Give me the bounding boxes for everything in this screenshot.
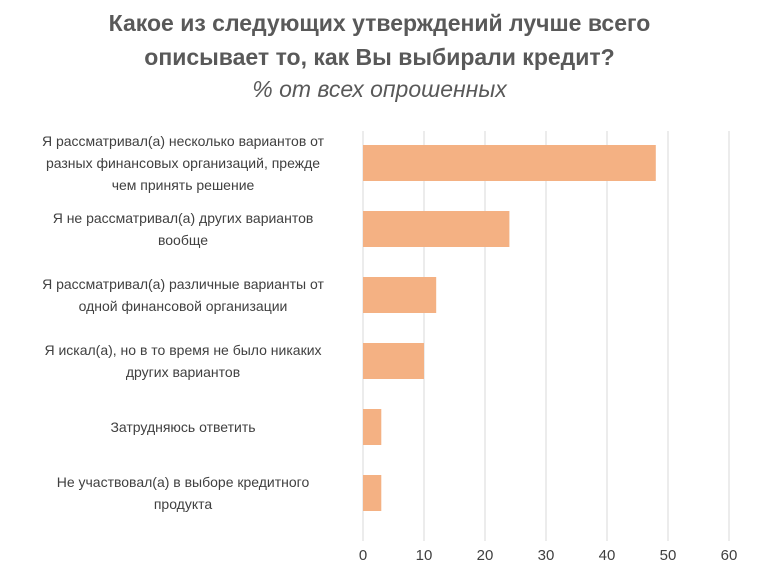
category-label-line: Не участвовал(а) в выборе кредитного (57, 474, 310, 490)
bar-2 (363, 277, 437, 313)
chart-subtitle: % от всех опрошенных (252, 76, 507, 102)
category-label-line: чем принять решение (112, 177, 255, 193)
x-tick-labels: 0 10 20 30 40 50 60 (359, 547, 738, 564)
category-label-line: Затрудняюсь ответить (110, 419, 255, 435)
category-label-line: других вариантов (126, 364, 240, 380)
bar-5 (363, 475, 382, 511)
chart-title-line-2: описывает то, как Вы выбирали кредит? (144, 44, 615, 70)
category-label-line: продукта (154, 496, 213, 512)
category-label-0: Я рассматривал(а) несколько вариантов от… (42, 133, 325, 193)
category-label-line: одной финансовой организации (79, 298, 288, 314)
category-label-3: Я искал(а), но в то время не было никаки… (44, 342, 321, 380)
x-tick-label: 10 (416, 547, 433, 564)
category-label-5: Не участвовал(а) в выборе кредитного прод… (57, 474, 310, 512)
category-label-1: Я не рассматривал(а) других вариантов воо… (53, 210, 314, 248)
category-label-line: Я рассматривал(а) несколько вариантов от (42, 133, 325, 149)
category-label-2: Я рассматривал(а) различные варианты от о… (42, 276, 324, 314)
category-label-line: Я не рассматривал(а) других вариантов (53, 210, 314, 226)
category-label-4: Затрудняюсь ответить (110, 419, 255, 435)
chart-title: Какое из следующих утверждений лучше все… (0, 6, 759, 74)
bar-3 (363, 343, 424, 379)
bar-1 (363, 211, 510, 247)
x-tick-label: 20 (477, 547, 494, 564)
bar-4 (363, 409, 382, 445)
x-tick-label: 30 (538, 547, 555, 564)
category-label-line: вообще (158, 232, 208, 248)
bars (363, 145, 656, 511)
x-tick-label: 40 (599, 547, 616, 564)
x-tick-label: 0 (359, 547, 367, 564)
chart-title-line-1: Какое из следующих утверждений лучше все… (108, 10, 651, 36)
x-tick-label: 50 (660, 547, 677, 564)
category-labels: Я рассматривал(а) несколько вариантов от… (42, 133, 325, 512)
category-label-line: Я рассматривал(а) различные варианты от (42, 276, 324, 292)
x-tick-label: 60 (721, 547, 738, 564)
gridlines (362, 131, 730, 541)
category-label-line: разных финансовых организаций, прежде (46, 155, 320, 171)
bar-0 (363, 145, 656, 181)
category-label-line: Я искал(а), но в то время не было никаки… (44, 342, 321, 358)
